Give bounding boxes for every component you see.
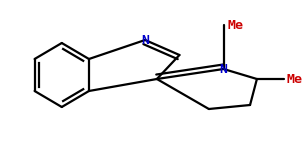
Text: Me: Me [286, 72, 302, 86]
Text: N: N [141, 34, 149, 46]
Text: Me: Me [228, 19, 243, 31]
Text: N: N [220, 62, 228, 76]
